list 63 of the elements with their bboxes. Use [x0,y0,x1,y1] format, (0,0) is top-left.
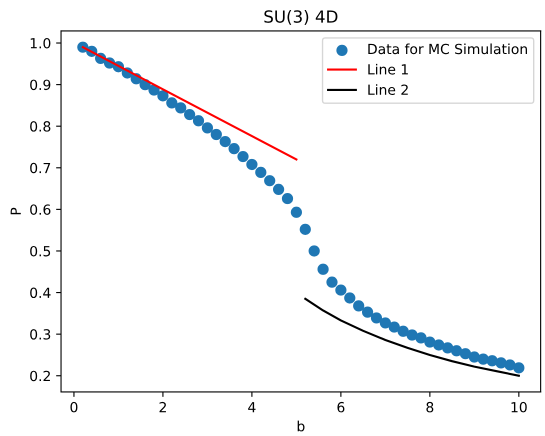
x-tick-label: 10 [512,402,527,412]
point [513,362,524,374]
point [388,321,400,333]
point [450,345,462,356]
point [272,184,284,196]
x-tick-label: 8 [426,402,434,412]
y-tick-label: 0.3 [30,329,50,340]
point [210,128,222,140]
point [442,342,454,354]
point [495,357,507,368]
y-tick-label: 0.5 [30,246,50,256]
y-tick-label: 0.2 [30,370,50,382]
point [478,354,489,365]
point [228,143,240,154]
point [424,336,436,348]
point [202,122,214,134]
y-tick-label: 0.6 [30,204,50,215]
x-tick-label: 6 [337,402,344,412]
point [362,306,374,318]
point [433,339,444,351]
y-tick-label: 1.0 [30,38,50,48]
point [504,359,516,371]
point [468,351,480,363]
point [370,312,382,324]
legend-label: Line 2 [368,84,408,95]
point [353,300,364,312]
point [300,224,311,235]
point [460,348,472,360]
point [157,90,169,102]
point [192,115,204,126]
point [398,326,409,337]
point [317,264,329,275]
x-tick-label: 2 [160,402,166,412]
point [415,332,427,344]
point [220,136,231,148]
y-tick-label: 0.8 [30,121,50,132]
point [166,97,178,109]
x-axis-title: b [298,420,304,432]
y-tick-label: 0.7 [30,162,50,174]
x-tick-label: 4 [248,402,256,412]
y-tick-label: 0.9 [30,80,50,90]
point [175,102,186,114]
y-tick-label: 0.4 [30,288,51,298]
point [486,355,498,366]
point [335,284,346,296]
point [282,192,294,204]
point [246,158,258,170]
x-tick-label: 0 [70,402,78,412]
point [344,292,356,304]
point [406,329,418,341]
y-axis-title: P [10,208,21,214]
point [290,206,302,218]
chart-title: SU(3) 4D [264,10,338,25]
point [308,245,320,257]
point [380,317,391,329]
point [255,166,266,178]
legend-label: Line 1 [368,64,408,75]
point [264,175,276,186]
legend-label: Data for MC Simulation [368,43,527,54]
point [237,150,249,162]
point [184,108,196,120]
point [326,276,338,288]
line-series [304,298,520,377]
